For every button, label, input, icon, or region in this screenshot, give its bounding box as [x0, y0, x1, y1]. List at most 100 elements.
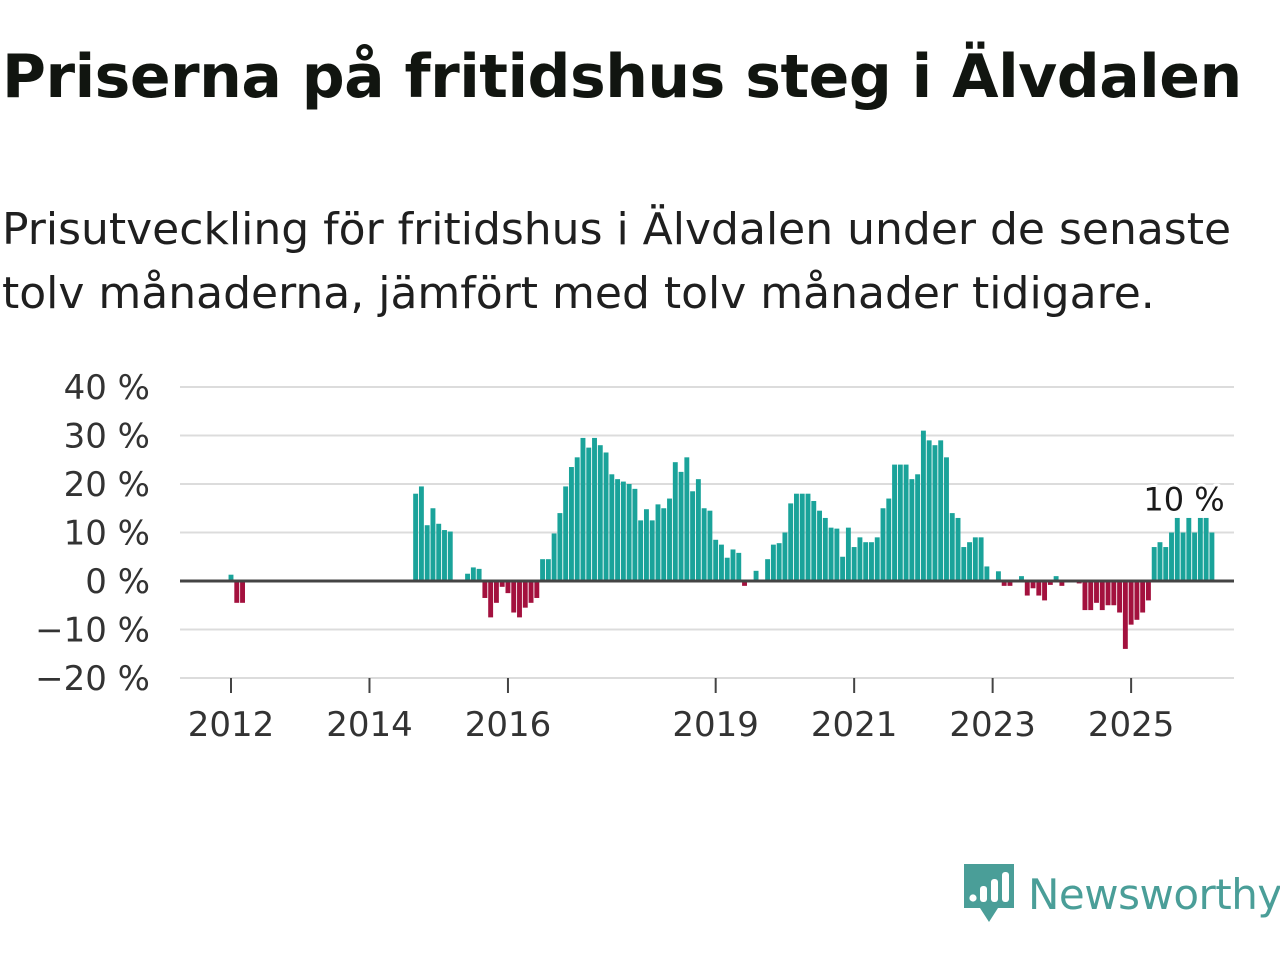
chart-subtitle: Prisutveckling för fritidshus i Älvdalen… [2, 204, 1232, 319]
bar [534, 581, 540, 598]
bar-chart: 40 %30 %20 %10 %0 %−10 %−20 % 2012 2014 20… [35, 368, 1234, 745]
bar [551, 533, 557, 581]
brand-logo: Newsworthy [964, 864, 1280, 924]
bar [228, 574, 234, 581]
bar [1117, 581, 1123, 613]
bar [972, 537, 978, 581]
bar [476, 568, 482, 582]
bar [817, 510, 822, 581]
bar [424, 525, 430, 581]
bar [1053, 576, 1059, 581]
bar [1036, 581, 1042, 596]
bar [1122, 581, 1128, 649]
bar [580, 437, 586, 581]
bar [1030, 581, 1036, 589]
bar [938, 440, 944, 581]
bar [522, 581, 528, 608]
bar [615, 479, 621, 581]
bar [909, 479, 915, 581]
bar [667, 498, 672, 581]
bar [961, 547, 967, 581]
chart-title: Priserna på fritidshus steg i Älvdalen [2, 42, 1242, 112]
bar [897, 464, 903, 581]
bar [574, 457, 580, 581]
bar [1094, 581, 1099, 603]
bar [799, 493, 805, 581]
bar [1007, 581, 1013, 586]
bar [1088, 581, 1094, 611]
bar [505, 581, 511, 594]
last-value-annotation: 10 % [1140, 478, 1227, 522]
bar [701, 508, 707, 581]
bars [228, 430, 1215, 649]
bar [1047, 581, 1053, 585]
bar [430, 508, 436, 581]
bar [805, 493, 811, 581]
bar [695, 479, 701, 581]
bar [920, 430, 926, 581]
bar [713, 539, 719, 581]
bar [1186, 517, 1192, 581]
bar [944, 457, 949, 581]
bar [1099, 581, 1105, 611]
newsworthy-logo-icon [964, 864, 1014, 922]
bar [765, 559, 771, 581]
brand-name: Newsworthy [1028, 869, 1280, 919]
bar [690, 491, 696, 581]
bar [770, 544, 776, 582]
bar [488, 581, 494, 618]
bar [586, 447, 592, 582]
bar [794, 493, 799, 581]
bar [869, 542, 874, 581]
bar [903, 464, 909, 581]
bar [540, 559, 546, 581]
bar [470, 567, 476, 581]
bar [517, 581, 522, 618]
bar [822, 517, 828, 581]
y-tick-label: −10 % [35, 611, 150, 651]
bar [932, 445, 938, 581]
bar [1111, 581, 1117, 606]
bar [1192, 532, 1198, 581]
bar [1197, 517, 1203, 581]
bar [240, 581, 245, 603]
bar [1163, 547, 1169, 581]
y-tick-label: −20 % [35, 659, 150, 699]
bar [563, 486, 569, 581]
bar [1001, 581, 1007, 586]
bar [528, 581, 534, 603]
bar [499, 581, 505, 587]
bar [1082, 581, 1088, 611]
bar [788, 503, 794, 581]
bar [782, 532, 788, 581]
bar [1128, 581, 1134, 625]
bar [442, 530, 447, 581]
bar [1059, 581, 1065, 586]
bar [955, 517, 961, 581]
bar [684, 457, 690, 581]
y-tick-label: 40 % [64, 368, 150, 408]
bar [840, 556, 846, 581]
bar [1019, 576, 1024, 581]
bar [655, 504, 661, 581]
bar [1105, 581, 1111, 606]
bar [886, 498, 892, 581]
bar [632, 488, 638, 581]
bar [984, 566, 990, 581]
last-value-label: 10 % [1143, 481, 1224, 519]
y-tick-label: 30 % [64, 417, 150, 457]
bar [465, 573, 471, 581]
bar [447, 531, 453, 581]
x-tick-label: 2023 [949, 705, 1036, 745]
bar [609, 474, 615, 581]
bar [724, 557, 730, 581]
bar [418, 486, 424, 581]
bar [649, 520, 655, 581]
x-tick-label: 2014 [326, 705, 413, 745]
bar [915, 474, 921, 581]
bar [995, 571, 1001, 581]
y-tick-label: 0 % [85, 562, 150, 602]
bar [834, 528, 840, 581]
bar [1169, 532, 1174, 581]
bar [672, 462, 678, 581]
